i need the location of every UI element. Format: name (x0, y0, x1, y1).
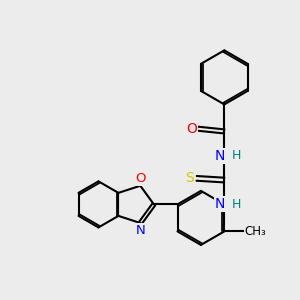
Text: O: O (135, 172, 146, 185)
Text: H: H (231, 198, 241, 211)
Text: H: H (231, 149, 241, 162)
Text: S: S (185, 171, 194, 185)
Text: N: N (136, 224, 145, 237)
Text: N: N (215, 149, 225, 163)
Text: N: N (215, 197, 225, 212)
Text: CH₃: CH₃ (245, 225, 267, 238)
Text: O: O (186, 122, 197, 136)
